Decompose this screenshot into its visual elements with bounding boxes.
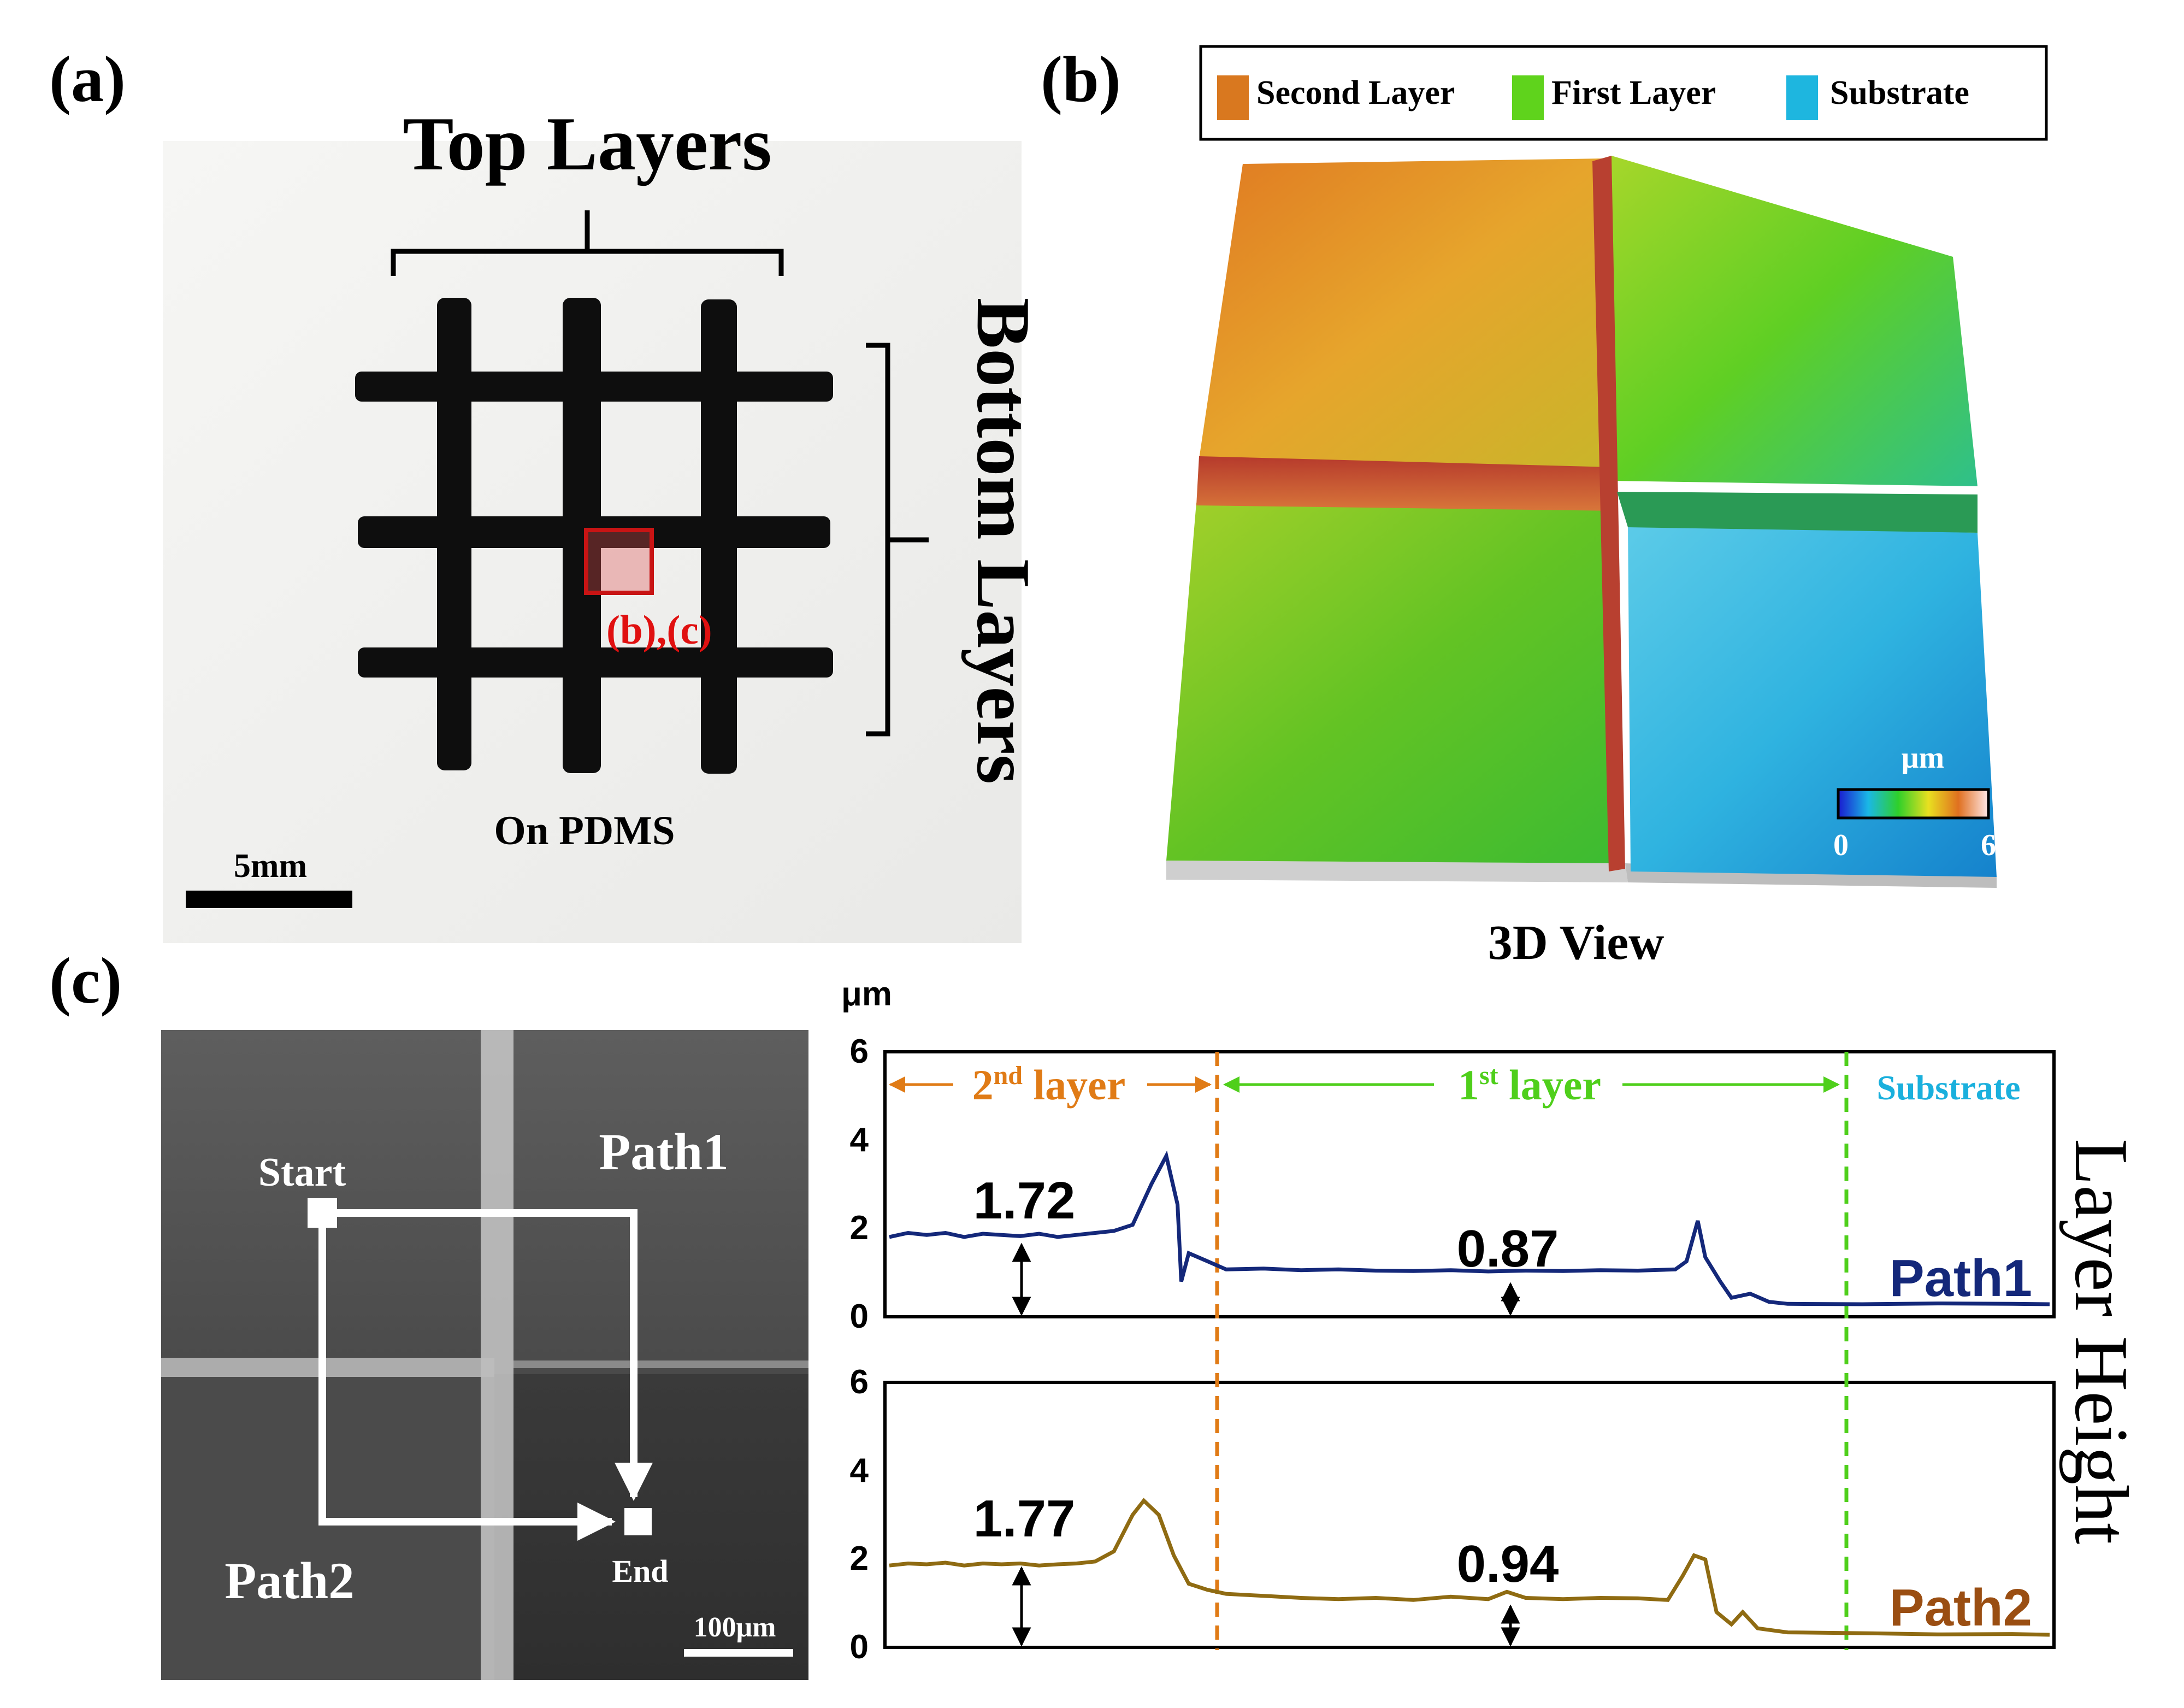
scalebar-5mm	[186, 891, 352, 908]
bottom-layers-label: Bottom Layers	[961, 298, 1046, 784]
panel-c: (c) Start End Path1 Path2 100μm μm Layer…	[49, 944, 2144, 1680]
ytick-top-0: 0	[850, 1298, 869, 1335]
sem-horizontal-ridge	[161, 1358, 494, 1377]
series-line-path1	[889, 1150, 2050, 1306]
plot-frame-path2	[883, 1381, 2056, 1649]
annotation-path2-first: 0.94	[1457, 1535, 1559, 1593]
panel-b-label: (b)	[1041, 43, 1121, 115]
sem-image: Start End Path1 Path2 100μm	[161, 1030, 808, 1680]
region-label-bg-first	[1434, 1065, 1622, 1106]
chart-y-unit: μm	[841, 975, 892, 1013]
path1-route	[322, 1209, 653, 1501]
scalebar-100um-label: 100μm	[694, 1612, 776, 1643]
height-colorbar: μm 0 6	[1833, 741, 1996, 862]
region-first-layer-bottom-left	[1166, 503, 1620, 863]
region-substrate	[1628, 525, 1997, 877]
path1-image-label: Path1	[599, 1123, 729, 1181]
annotation-path1-first: 0.87	[1457, 1220, 1559, 1278]
panel-b: (b) Second Layer First Layer Substrate μ…	[1041, 43, 2048, 970]
ytick-top-2: 2	[850, 1209, 869, 1247]
lattice-sample	[355, 298, 833, 774]
colorbar-min: 0	[1833, 828, 1849, 862]
legend-swatch-second	[1217, 75, 1249, 120]
roi-label: (b),(c)	[606, 608, 712, 653]
region-second-layer	[1199, 158, 1603, 470]
top-bracket	[391, 210, 784, 276]
ytick-top-6: 6	[850, 1033, 869, 1070]
series-line-path2	[889, 1498, 2050, 1637]
caption-on-pdms: On PDMS	[494, 808, 675, 853]
ytick-top-4: 4	[850, 1121, 869, 1159]
region-label-bg-second	[953, 1065, 1147, 1106]
step-edge-first-to-substrate	[1617, 492, 1978, 533]
region-second-base: 2	[972, 1061, 994, 1109]
region-first-text: layer	[1498, 1061, 1601, 1109]
height-profile-chart: μm Layer Height 6 4 2 0 6 4 2 0 2nd laye…	[841, 975, 2144, 1666]
region-first-layer-top-right	[1612, 156, 1978, 486]
legend-label-substrate: Substrate	[1830, 74, 1969, 111]
legend-swatch-substrate	[1786, 75, 1818, 120]
caption-3d-view: 3D View	[1488, 916, 1664, 970]
top-strand-3	[701, 299, 737, 774]
colorbar-gradient	[1837, 788, 1990, 820]
region-label-substrate: Substrate	[1876, 1068, 2020, 1107]
region-label-second: 2nd layer	[972, 1061, 1126, 1109]
legend-frame	[1199, 45, 2048, 141]
surface-base-edge	[1166, 861, 1628, 882]
start-label: Start	[258, 1150, 346, 1195]
scalebar-100um	[684, 1649, 793, 1657]
region-second-sup: nd	[994, 1061, 1023, 1090]
ytick-bottom-0: 0	[850, 1628, 869, 1666]
panel-a-label: (a)	[49, 43, 126, 115]
roi-box	[584, 528, 654, 595]
ytick-bottom-4: 4	[850, 1452, 869, 1489]
end-marker	[624, 1508, 652, 1535]
series-label-path1: Path1	[1890, 1249, 2032, 1307]
region-first-sup: st	[1479, 1061, 1498, 1090]
sem-bottom-left-region	[161, 1374, 494, 1680]
top-strand-2	[563, 298, 601, 773]
legend-swatch-first	[1512, 75, 1544, 120]
region-second-text: layer	[1023, 1061, 1125, 1109]
top-strand-1	[437, 298, 471, 770]
ytick-bottom-6: 6	[850, 1363, 869, 1401]
series-label-path2: Path2	[1890, 1579, 2032, 1637]
legend-label-second: Second Layer	[1256, 74, 1455, 111]
panel-c-label: (c)	[49, 944, 122, 1017]
panel-a: (a) Top Layers Bottom Layers (b),(c) On …	[49, 43, 1046, 943]
path2-image-label: Path2	[225, 1552, 355, 1610]
scalebar-5mm-label: 5mm	[234, 847, 307, 885]
layer-legend: Second Layer First Layer Substrate	[1199, 45, 2048, 141]
top-layers-label: Top Layers	[403, 102, 772, 186]
annotation-path2-second: 1.77	[973, 1489, 1076, 1548]
legend-label-first: First Layer	[1551, 74, 1716, 111]
colorbar-max: 6	[1981, 828, 1996, 862]
start-marker	[308, 1198, 337, 1228]
ridge-horizontal	[1196, 456, 1617, 511]
sem-step-edge	[513, 1360, 808, 1368]
region-first-base: 1	[1458, 1061, 1479, 1109]
ytick-bottom-2: 2	[850, 1540, 869, 1577]
ridge-vertical	[1592, 156, 1625, 871]
end-label: End	[612, 1553, 668, 1589]
annotation-path1-second: 1.72	[973, 1171, 1076, 1230]
chart-y-label: Layer Height	[2059, 1139, 2144, 1545]
plot-frame-path1	[883, 1050, 2056, 1318]
path2-route	[318, 1213, 616, 1541]
colorbar-unit: μm	[1902, 741, 1944, 775]
surface-3d	[1166, 156, 1997, 888]
sem-vertical-ridge	[481, 1030, 513, 1680]
side-bracket	[866, 343, 929, 737]
region-label-first: 1st layer	[1458, 1061, 1601, 1109]
